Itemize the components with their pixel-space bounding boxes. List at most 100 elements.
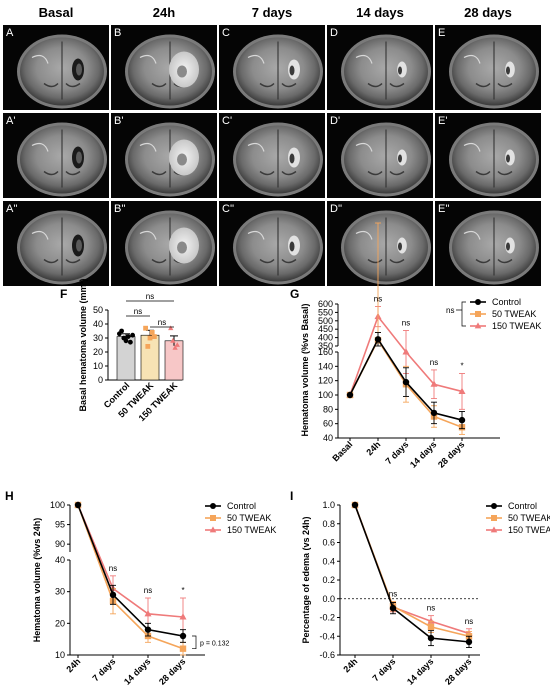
data-point <box>125 334 131 339</box>
charts: F 0 10 20 30 40 50 Basal hematoma volume (mm³) C… <box>5 222 550 687</box>
y-tick-label: 100 <box>50 500 65 510</box>
brain-structure <box>497 82 513 88</box>
brain-structure <box>247 54 265 64</box>
brain-structure <box>43 82 59 88</box>
lesion-core <box>506 154 510 163</box>
y-tick-label: 40 <box>55 555 65 565</box>
data-point <box>143 325 148 331</box>
panel-label: G <box>290 287 299 301</box>
y-axis-label: Hematoma volume (%vs 24h) <box>32 518 42 643</box>
brain-structure <box>247 142 265 152</box>
data-point <box>346 391 354 399</box>
brain-structure <box>463 142 481 152</box>
chart-h: H 90 95 100 10 20 30 40 Hematoma volume (%vs 24h… <box>5 489 276 687</box>
mri-image: B'' <box>111 201 217 286</box>
brain-structure <box>139 230 157 240</box>
significance-label: ns <box>158 318 166 327</box>
x-tick-label: 7 days <box>371 656 398 683</box>
y-tick-label: 100 <box>318 390 333 400</box>
column-header: Basal <box>39 5 74 20</box>
y-tick-label: 20 <box>93 347 103 357</box>
mri-panel-label: C'' <box>222 203 234 215</box>
mri-panel-label: D'' <box>330 203 342 215</box>
brain-structure <box>367 82 383 88</box>
data-point <box>490 526 498 533</box>
y-tick-label: 140 <box>318 361 333 371</box>
y-tick-label: 600 <box>318 299 333 309</box>
data-point <box>109 591 117 599</box>
y-tick-label: 95 <box>55 520 65 530</box>
significance-label: ns <box>465 617 473 626</box>
mri-image: E' <box>435 113 541 198</box>
y-tick-label: 0 <box>98 375 103 385</box>
series-line <box>77 504 184 637</box>
data-point <box>170 337 176 343</box>
brain-structure <box>355 230 373 240</box>
mri-panel-label: D' <box>330 115 340 127</box>
data-point <box>210 503 216 509</box>
y-tick-label: 10 <box>93 361 103 371</box>
mri-panel-label: A'' <box>6 203 18 215</box>
brain-structure <box>475 82 491 88</box>
brain-structure <box>497 170 513 176</box>
significance-label: ns <box>402 319 410 328</box>
legend-significance: ns <box>446 306 454 315</box>
y-tick-label: 40 <box>323 433 333 443</box>
y-tick-label: 50 <box>93 305 103 315</box>
mri-image: B <box>111 25 217 110</box>
y-tick-label: 30 <box>93 333 103 343</box>
y-axis-label: Percentage of edema (vs 24h) <box>301 516 311 643</box>
brain-structure <box>367 170 383 176</box>
significance-label: ns <box>146 292 154 301</box>
brain-structure <box>65 258 81 264</box>
mri-panel-label: C <box>222 27 230 39</box>
brain-structure <box>463 230 481 240</box>
legend-label: 50 TWEAK <box>508 513 550 523</box>
brain-structure <box>389 258 405 264</box>
data-point <box>149 330 155 335</box>
data-point <box>127 339 133 345</box>
mri-image: B' <box>111 113 217 198</box>
brain-structure <box>497 258 513 264</box>
y-tick-label: 30 <box>55 587 65 597</box>
mri-panel-label: B <box>114 27 121 39</box>
x-tick-label: 14 days <box>122 656 152 686</box>
y-tick-label: 90 <box>55 539 65 549</box>
data-point <box>491 515 497 521</box>
brain-structure <box>259 170 275 176</box>
mri-image: D <box>327 25 433 110</box>
data-point <box>427 617 435 624</box>
data-point <box>430 409 438 417</box>
data-point <box>144 626 152 633</box>
series-line <box>354 504 470 635</box>
data-point <box>458 387 466 394</box>
data-point <box>475 311 481 317</box>
legend-label: 50 TWEAK <box>227 513 271 523</box>
data-point <box>389 604 397 612</box>
mri-image: D' <box>327 113 433 198</box>
bar <box>164 340 184 381</box>
y-tick-label: 450 <box>318 324 333 334</box>
mri-image: C' <box>219 113 325 198</box>
series-line <box>354 504 470 643</box>
legend-label: 150 TWEAK <box>492 321 541 331</box>
brain-structure <box>389 170 405 176</box>
mri-panel-label: A <box>6 27 14 39</box>
x-tick-label: Basal <box>330 439 354 463</box>
mri-image: A' <box>3 113 109 198</box>
panel-label: I <box>290 489 293 503</box>
brain-structure <box>139 142 157 152</box>
x-tick-label: 28 days <box>443 656 473 686</box>
data-point <box>458 416 466 424</box>
legend-label: 150 TWEAK <box>508 525 550 535</box>
mri-panel-label: E <box>438 27 445 39</box>
brain-structure <box>463 54 481 64</box>
y-tick-label: 40 <box>93 319 103 329</box>
x-tick-label: 14 days <box>408 439 438 469</box>
brain-structure <box>281 82 297 88</box>
mri-panel-label: B' <box>114 115 123 127</box>
significance-label: * <box>460 362 463 371</box>
legend-label: Control <box>508 501 537 511</box>
